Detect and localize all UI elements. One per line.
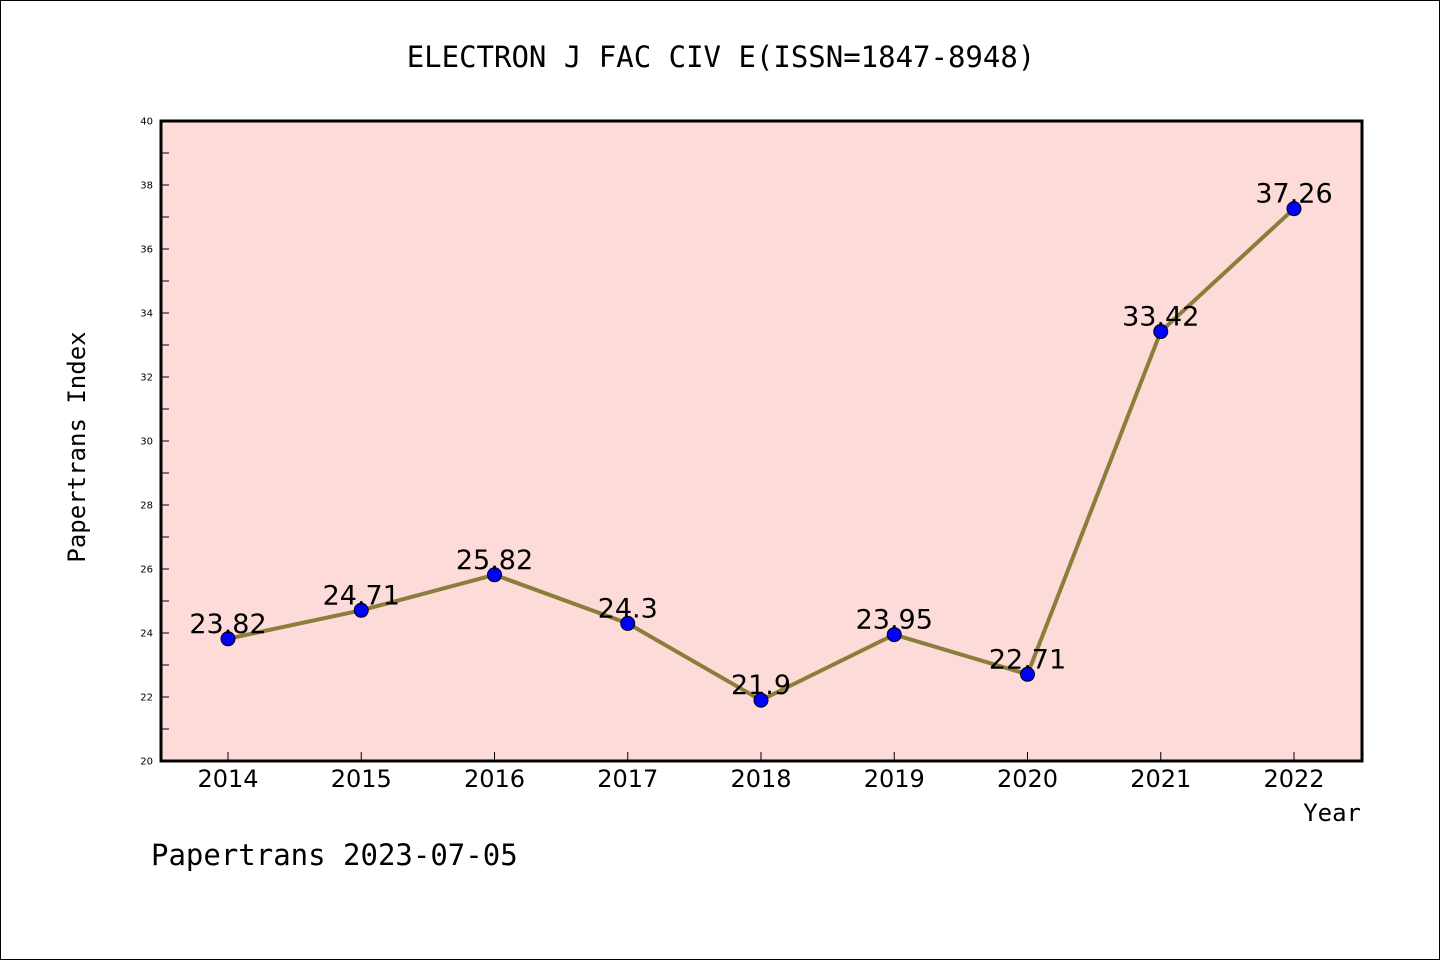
data-label: 24.71 bbox=[323, 580, 400, 611]
y-tick-label: 38 bbox=[140, 181, 153, 192]
data-point bbox=[1153, 324, 1169, 340]
footer-credit: Papertrans 2023-07-05 bbox=[151, 838, 518, 872]
data-label: 23.82 bbox=[189, 609, 266, 640]
x-tick-label: 2018 bbox=[730, 765, 791, 793]
y-tick-label: 20 bbox=[140, 757, 153, 768]
data-point bbox=[620, 615, 636, 631]
data-point bbox=[753, 692, 769, 708]
x-tick-label: 2022 bbox=[1263, 765, 1324, 793]
plot-area bbox=[161, 121, 1362, 761]
y-tick-label: 32 bbox=[140, 373, 153, 384]
data-point bbox=[886, 627, 902, 643]
x-tick-label: 2021 bbox=[1130, 765, 1191, 793]
y-tick-label: 26 bbox=[140, 565, 153, 576]
data-point bbox=[353, 602, 369, 618]
x-tick-label: 2019 bbox=[864, 765, 925, 793]
y-tick-label: 28 bbox=[140, 501, 153, 512]
plot-border bbox=[159, 119, 1364, 763]
data-point bbox=[220, 631, 236, 647]
data-label: 37.26 bbox=[1255, 179, 1332, 210]
data-point bbox=[1286, 201, 1302, 217]
data-label: 21.9 bbox=[731, 670, 791, 701]
x-axis-label: Year bbox=[1303, 799, 1361, 827]
x-axis-ticks: 2014 2015 2016 2017 2018 2019 2020 2021 2022 bbox=[197, 752, 1325, 793]
data-label: 25.82 bbox=[456, 545, 533, 576]
x-tick-label: 2017 bbox=[597, 765, 658, 793]
y-tick-label: 40 bbox=[140, 117, 153, 128]
y-axis-label: Papertrans Index bbox=[63, 331, 91, 562]
x-tick-label: 2014 bbox=[197, 765, 258, 793]
y-tick-label: 30 bbox=[140, 437, 153, 448]
data-point bbox=[487, 567, 502, 583]
chart-title: ELECTRON J FAC CIV E(ISSN=1847-8948) bbox=[407, 40, 1036, 74]
y-tick-label: 36 bbox=[140, 245, 153, 256]
series-index bbox=[220, 201, 1302, 708]
x-tick-label: 2020 bbox=[997, 765, 1058, 793]
y-tick-label: 24 bbox=[140, 629, 153, 640]
x-tick-label: 2016 bbox=[464, 765, 525, 793]
y-tick-label: 34 bbox=[140, 309, 153, 320]
data-label: 22.71 bbox=[989, 644, 1066, 675]
y-axis-ticks: 20 22 24 26 28 30 32 34 36 38 40 bbox=[140, 117, 169, 768]
data-label: 23.95 bbox=[856, 605, 933, 636]
data-label: 24.3 bbox=[598, 593, 658, 624]
x-tick-label: 2015 bbox=[331, 765, 392, 793]
data-label: 33.42 bbox=[1122, 302, 1199, 333]
y-tick-label: 22 bbox=[140, 693, 153, 704]
data-labels: 23.82 24.71 25.82 24.3 21.9 23.95 22.71 33.42 37… bbox=[189, 179, 1332, 702]
data-point bbox=[1020, 666, 1035, 682]
